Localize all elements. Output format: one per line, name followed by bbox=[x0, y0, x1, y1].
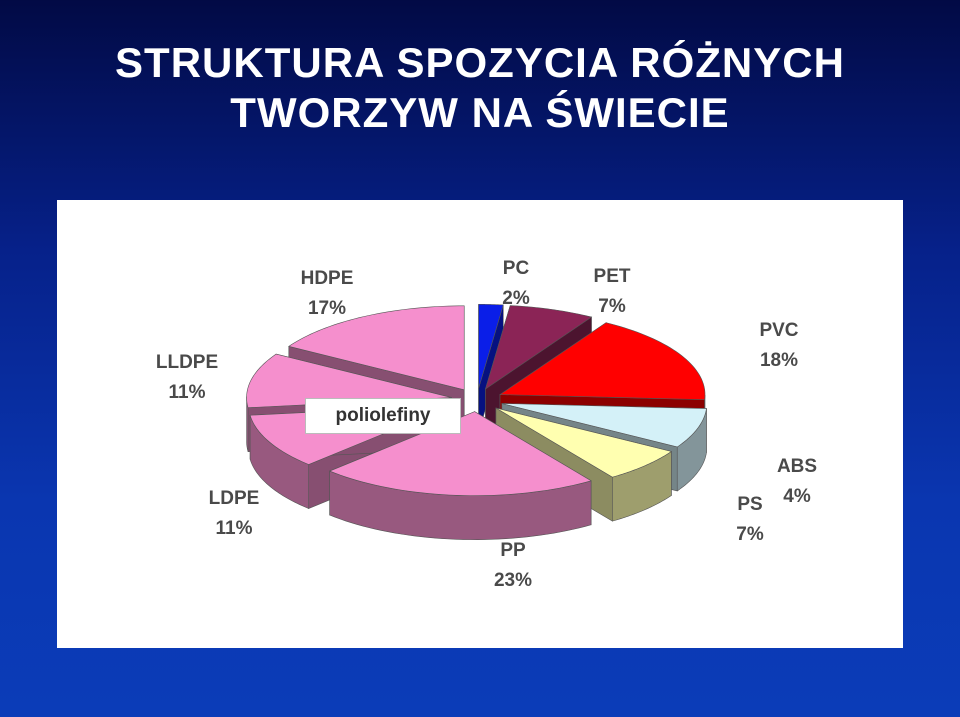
slice-label-pp: PP bbox=[500, 540, 526, 561]
slice-value-ps: 7% bbox=[736, 524, 764, 545]
slice-label-lldpe: LLDPE bbox=[156, 352, 218, 373]
chart-panel: PC 2% PET 7% PVC 18% ABS 4% PS 7% PP 23% LDPE 11% LLDP… bbox=[57, 200, 903, 648]
slice-value-abs: 4% bbox=[783, 486, 811, 507]
slice-label-pvc: PVC bbox=[759, 320, 798, 341]
slice-label-pc: PC bbox=[503, 258, 530, 279]
pie-chart: PC 2% PET 7% PVC 18% ABS 4% PS 7% PP 23% LDPE 11% LLDP… bbox=[156, 258, 817, 591]
slice-value-pvc: 18% bbox=[760, 350, 798, 371]
slide-title-line-1: STRUKTURA SPOZYCIA RÓŻNYCH bbox=[115, 39, 845, 86]
slice-label-abs: ABS bbox=[777, 456, 817, 477]
poliolefiny-group-label: poliolefiny bbox=[305, 398, 461, 434]
slice-value-ldpe: 11% bbox=[216, 518, 253, 539]
slice-value-hdpe: 17% bbox=[308, 298, 346, 319]
slide-title: STRUKTURA SPOZYCIA RÓŻNYCH TWORZYW NA ŚW… bbox=[0, 38, 960, 138]
slice-label-ps: PS bbox=[737, 494, 762, 515]
slide-title-line-2: TWORZYW NA ŚWIECIE bbox=[230, 89, 730, 136]
slice-value-lldpe: 11% bbox=[169, 382, 206, 403]
slice-pc bbox=[478, 304, 504, 433]
slice-label-pet: PET bbox=[594, 266, 631, 287]
slice-pp bbox=[328, 411, 592, 540]
slice-value-pet: 7% bbox=[598, 296, 626, 317]
slice-label-hdpe: HDPE bbox=[301, 268, 354, 289]
slice-value-pc: 2% bbox=[502, 288, 530, 309]
slice-label-ldpe: LDPE bbox=[209, 488, 260, 509]
slice-value-pp: 23% bbox=[494, 570, 532, 591]
